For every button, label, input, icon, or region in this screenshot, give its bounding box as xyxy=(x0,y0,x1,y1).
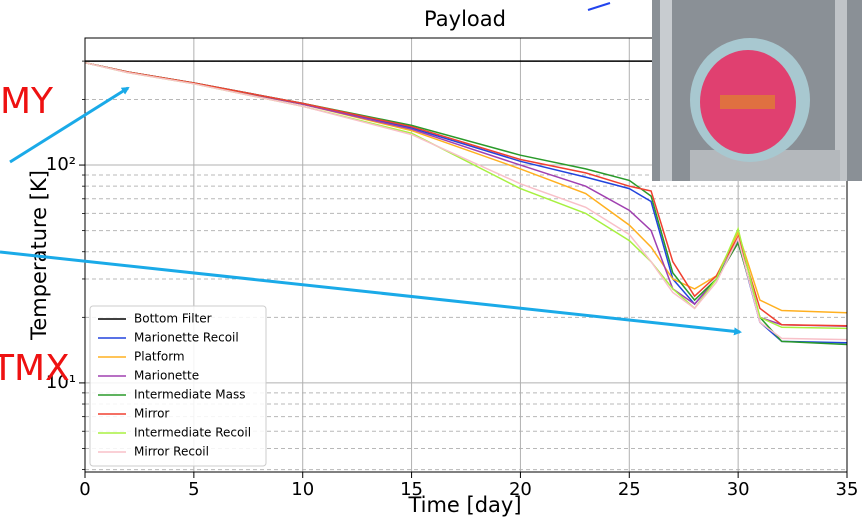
arrow xyxy=(0,250,742,336)
x-tick-label: 10 xyxy=(291,479,314,500)
legend-label: Marionette Recoil xyxy=(134,331,239,345)
legend-label: Intermediate Mass xyxy=(134,388,245,402)
legend-label: Mirror xyxy=(134,407,169,421)
y-tick-label: 10¹ xyxy=(46,372,76,393)
x-tick-label: 15 xyxy=(400,479,423,500)
legend-label: Platform xyxy=(134,350,185,364)
x-tick-label: 30 xyxy=(727,479,750,500)
series-line xyxy=(84,61,848,341)
photo-frame xyxy=(660,0,672,181)
plot-frame xyxy=(84,37,848,473)
legend-label: Mirror Recoil xyxy=(134,445,209,459)
y-tick-label: 10² xyxy=(46,154,76,175)
annotation: MY xyxy=(0,81,54,122)
arrow xyxy=(9,86,130,164)
x-tick-label: 35 xyxy=(836,479,859,500)
photo-band xyxy=(720,95,775,109)
legend: Bottom Filter Marionette Recoil Platform Ma… xyxy=(89,305,267,467)
legend-box xyxy=(89,305,267,467)
x-tick-label: 20 xyxy=(509,479,532,500)
arrow xyxy=(587,2,611,11)
legend-label: Marionette xyxy=(134,369,199,383)
x-tick-label: 5 xyxy=(188,479,199,500)
photo-frame xyxy=(835,0,847,181)
legend-label: Bottom Filter xyxy=(134,312,212,326)
photo xyxy=(652,0,862,181)
annotation: TMX xyxy=(0,348,70,389)
legend-label: Intermediate Recoil xyxy=(134,426,251,440)
x-tick-label: 0 xyxy=(79,479,90,500)
x-tick-label: 25 xyxy=(618,479,641,500)
x-axis-label: Time [day] xyxy=(407,493,521,517)
chart-title: Payload xyxy=(424,7,506,31)
